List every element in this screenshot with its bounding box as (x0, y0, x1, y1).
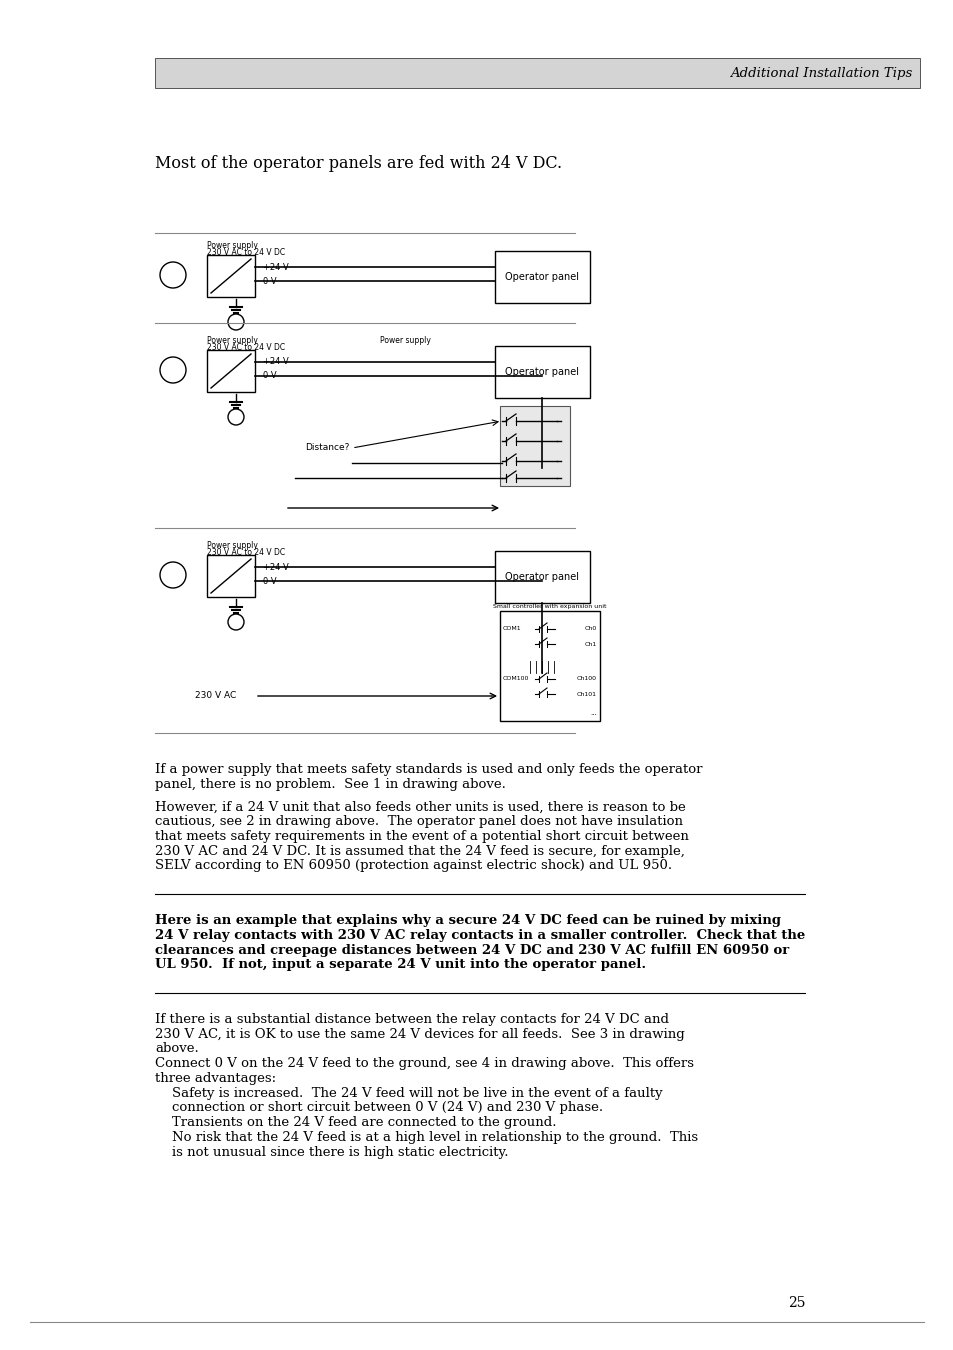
Text: 230 V AC: 230 V AC (194, 691, 236, 701)
Text: above.: above. (154, 1042, 198, 1056)
Text: 24 V relay contacts with 230 V AC relay contacts in a smaller controller.  Check: 24 V relay contacts with 230 V AC relay … (154, 929, 804, 942)
Text: +24 V: +24 V (263, 358, 289, 366)
Text: Ch101: Ch101 (577, 691, 597, 697)
Text: Power supply: Power supply (379, 336, 431, 346)
Text: Small controller with expansion unit: Small controller with expansion unit (493, 603, 606, 609)
Text: Safety is increased.  The 24 V feed will not be live in the event of a faulty: Safety is increased. The 24 V feed will … (154, 1087, 662, 1100)
Text: Operator panel: Operator panel (505, 271, 578, 282)
Bar (499, 612, 599, 721)
Bar (499, 406, 569, 486)
Text: However, if a 24 V unit that also feeds other units is used, there is reason to : However, if a 24 V unit that also feeds … (154, 801, 685, 814)
Bar (495, 346, 589, 398)
Text: Transients on the 24 V feed are connected to the ground.: Transients on the 24 V feed are connecte… (154, 1116, 556, 1129)
Text: 230 V AC to 24 V DC: 230 V AC to 24 V DC (207, 343, 285, 352)
Text: Most of the operator panels are fed with 24 V DC.: Most of the operator panels are fed with… (154, 155, 561, 171)
Text: SELV according to EN 60950 (protection against electric shock) and UL 950.: SELV according to EN 60950 (protection a… (154, 860, 672, 872)
Text: Ch1: Ch1 (584, 641, 597, 647)
Text: 0 V: 0 V (263, 576, 276, 586)
Text: 230 V AC, it is OK to use the same 24 V devices for all feeds.  See 3 in drawing: 230 V AC, it is OK to use the same 24 V … (154, 1027, 684, 1041)
Text: Ch100: Ch100 (577, 676, 597, 682)
Text: 25: 25 (788, 1296, 805, 1310)
Text: +24 V: +24 V (263, 563, 289, 571)
Text: COM100: COM100 (502, 676, 529, 682)
Text: Ch0: Ch0 (584, 626, 597, 632)
Text: is not unusual since there is high static electricity.: is not unusual since there is high stati… (154, 1146, 508, 1158)
Text: Distance?: Distance? (305, 444, 350, 452)
Text: No risk that the 24 V feed is at a high level in relationship to the ground.  Th: No risk that the 24 V feed is at a high … (154, 1131, 698, 1143)
Text: 230 V AC and 24 V DC. It is assumed that the 24 V feed is secure, for example,: 230 V AC and 24 V DC. It is assumed that… (154, 845, 684, 857)
Bar (154, 58, 919, 88)
Text: If a power supply that meets safety standards is used and only feeds the operato: If a power supply that meets safety stan… (154, 763, 701, 776)
Bar (495, 251, 589, 302)
Text: Power supply: Power supply (207, 541, 257, 549)
Text: COM1: COM1 (502, 626, 521, 632)
Text: Power supply: Power supply (207, 336, 257, 346)
Text: Additional Installation Tips: Additional Installation Tips (729, 66, 911, 80)
Text: cautious, see 2 in drawing above.  The operator panel does not have insulation: cautious, see 2 in drawing above. The op… (154, 815, 682, 828)
Bar (207, 555, 254, 597)
Text: 230 V AC to 24 V DC: 230 V AC to 24 V DC (207, 548, 285, 558)
Text: 0 V: 0 V (263, 371, 276, 381)
Text: three advantages:: three advantages: (154, 1072, 275, 1085)
Text: 230 V AC to 24 V DC: 230 V AC to 24 V DC (207, 248, 285, 256)
Text: Connect 0 V on the 24 V feed to the ground, see 4 in drawing above.  This offers: Connect 0 V on the 24 V feed to the grou… (154, 1057, 693, 1071)
Bar (207, 255, 254, 297)
Text: Here is an example that explains why a secure 24 V DC feed can be ruined by mixi: Here is an example that explains why a s… (154, 914, 781, 927)
Text: If there is a substantial distance between the relay contacts for 24 V DC and: If there is a substantial distance betwe… (154, 1012, 668, 1026)
Text: Operator panel: Operator panel (505, 572, 578, 582)
Bar (495, 551, 589, 603)
Text: ...: ... (590, 710, 597, 716)
Text: connection or short circuit between 0 V (24 V) and 230 V phase.: connection or short circuit between 0 V … (154, 1102, 602, 1114)
Text: +24 V: +24 V (263, 262, 289, 271)
Text: 0 V: 0 V (263, 277, 276, 285)
Bar (207, 350, 254, 392)
Text: panel, there is no problem.  See 1 in drawing above.: panel, there is no problem. See 1 in dra… (154, 778, 505, 791)
Text: UL 950.  If not, input a separate 24 V unit into the operator panel.: UL 950. If not, input a separate 24 V un… (154, 958, 645, 971)
Text: Operator panel: Operator panel (505, 367, 578, 377)
Text: Power supply: Power supply (207, 242, 257, 250)
Text: that meets safety requirements in the event of a potential short circuit between: that meets safety requirements in the ev… (154, 830, 688, 842)
Text: clearances and creepage distances between 24 V DC and 230 V AC fulfill EN 60950 : clearances and creepage distances betwee… (154, 944, 788, 957)
